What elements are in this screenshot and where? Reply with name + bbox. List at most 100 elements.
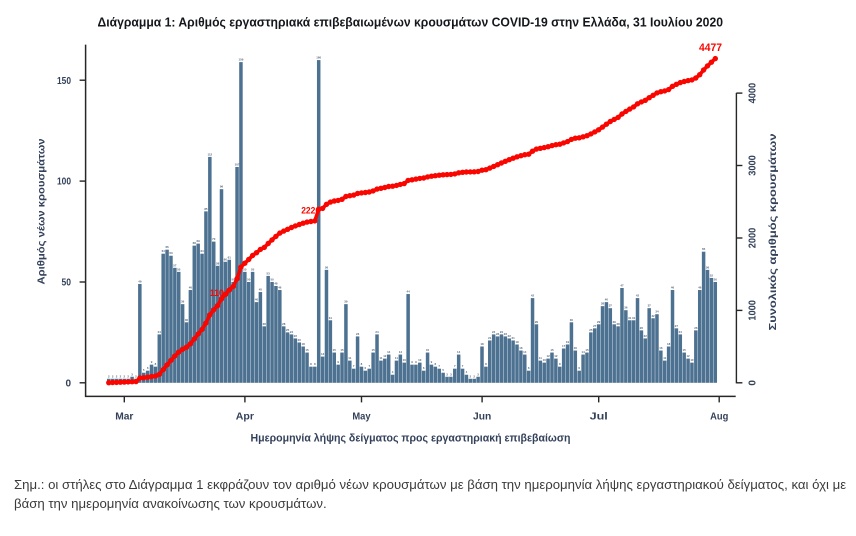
svg-text:8: 8 — [310, 362, 312, 366]
svg-text:47: 47 — [620, 284, 624, 288]
svg-text:2: 2 — [470, 374, 472, 378]
svg-text:50: 50 — [232, 277, 236, 281]
svg-text:58: 58 — [216, 261, 220, 265]
svg-text:8: 8 — [314, 362, 316, 366]
svg-text:2: 2 — [108, 374, 110, 378]
svg-text:4: 4 — [466, 370, 468, 374]
svg-text:44: 44 — [407, 290, 411, 294]
svg-text:4000: 4000 — [748, 82, 759, 103]
svg-text:8: 8 — [155, 362, 157, 366]
svg-text:24: 24 — [290, 330, 294, 334]
svg-text:4477: 4477 — [699, 42, 722, 54]
svg-text:57: 57 — [173, 263, 177, 267]
svg-text:10: 10 — [418, 358, 422, 362]
svg-text:21: 21 — [488, 336, 492, 340]
svg-text:8: 8 — [361, 362, 363, 366]
svg-text:17: 17 — [562, 344, 566, 348]
svg-text:Mar: Mar — [115, 411, 133, 423]
svg-text:160: 160 — [316, 56, 321, 60]
svg-text:Σημ.: οι στήλες στο Διάγραμμα: Σημ.: οι στήλες στο Διάγραμμα 1 εκφράζου… — [14, 477, 846, 492]
svg-text:29: 29 — [613, 320, 617, 324]
svg-text:46: 46 — [278, 286, 282, 290]
svg-text:39: 39 — [181, 300, 185, 304]
svg-text:21: 21 — [511, 336, 515, 340]
svg-text:49: 49 — [138, 279, 142, 283]
svg-text:7: 7 — [454, 364, 456, 368]
svg-text:22: 22 — [294, 334, 298, 338]
svg-text:31: 31 — [628, 316, 632, 320]
svg-text:14: 14 — [581, 350, 585, 354]
svg-text:29: 29 — [535, 320, 539, 324]
svg-text:6: 6 — [365, 366, 367, 370]
svg-text:Συνολικός αριθμός κρουσμάτων: Συνολικός αριθμός κρουσμάτων — [767, 133, 779, 330]
svg-text:96: 96 — [220, 185, 224, 189]
svg-text:3: 3 — [477, 372, 479, 376]
svg-text:14: 14 — [457, 350, 461, 354]
svg-text:10: 10 — [543, 358, 547, 362]
svg-text:40: 40 — [605, 298, 609, 302]
svg-text:46: 46 — [671, 286, 675, 290]
svg-text:2226: 2226 — [301, 206, 320, 216]
svg-text:26: 26 — [694, 326, 698, 330]
svg-text:15: 15 — [426, 348, 430, 352]
svg-text:34: 34 — [655, 310, 659, 314]
svg-text:2: 2 — [473, 374, 475, 378]
svg-text:159: 159 — [239, 58, 244, 62]
svg-text:Διάγραμμα 1: Αριθμός εργαστηρι: Διάγραμμα 1: Αριθμός εργαστηριακά επιβεβ… — [98, 16, 724, 30]
svg-text:15: 15 — [550, 348, 554, 352]
svg-text:5: 5 — [143, 368, 145, 372]
svg-text:107: 107 — [235, 162, 240, 166]
svg-text:24: 24 — [158, 330, 162, 334]
svg-text:50: 50 — [62, 278, 72, 289]
svg-text:11: 11 — [379, 356, 382, 360]
svg-text:42: 42 — [531, 294, 535, 298]
svg-text:16: 16 — [519, 346, 523, 350]
svg-text:56: 56 — [706, 265, 710, 269]
svg-text:15: 15 — [333, 348, 337, 352]
svg-text:Aug: Aug — [710, 411, 728, 423]
svg-text:28: 28 — [263, 322, 267, 326]
svg-text:68: 68 — [193, 241, 197, 245]
svg-text:11: 11 — [348, 356, 351, 360]
svg-text:27: 27 — [675, 324, 679, 328]
svg-text:50: 50 — [247, 277, 251, 281]
svg-text:55: 55 — [251, 267, 255, 271]
svg-text:6: 6 — [147, 366, 149, 370]
svg-text:30: 30 — [570, 318, 574, 322]
svg-text:37: 37 — [648, 304, 652, 308]
svg-text:64: 64 — [162, 249, 166, 253]
svg-text:14: 14 — [399, 350, 403, 354]
svg-text:9: 9 — [151, 360, 153, 364]
svg-text:2: 2 — [116, 374, 118, 378]
svg-text:22: 22 — [644, 334, 648, 338]
svg-text:15: 15 — [372, 348, 376, 352]
svg-text:7: 7 — [353, 364, 355, 368]
svg-text:40: 40 — [255, 298, 259, 302]
svg-text:31: 31 — [329, 316, 333, 320]
svg-text:28: 28 — [282, 322, 286, 326]
svg-text:7: 7 — [462, 364, 464, 368]
svg-text:11: 11 — [539, 356, 542, 360]
svg-text:13: 13 — [321, 352, 325, 356]
svg-text:22: 22 — [508, 334, 512, 338]
svg-text:9: 9 — [431, 360, 433, 364]
svg-text:2: 2 — [135, 374, 137, 378]
svg-text:61: 61 — [228, 255, 232, 259]
svg-text:50: 50 — [270, 277, 274, 281]
svg-text:Αριθμός νέων κρουσμάτων: Αριθμός νέων κρουσμάτων — [36, 138, 48, 284]
svg-text:23: 23 — [504, 332, 508, 336]
svg-text:63: 63 — [169, 251, 173, 255]
svg-text:26: 26 — [640, 326, 644, 330]
svg-text:4: 4 — [392, 370, 394, 374]
svg-text:11: 11 — [663, 356, 666, 360]
svg-text:65: 65 — [702, 247, 706, 251]
svg-text:24: 24 — [500, 330, 504, 334]
svg-text:66: 66 — [165, 245, 169, 249]
svg-text:19: 19 — [566, 340, 570, 344]
svg-text:25: 25 — [286, 328, 290, 332]
svg-text:53: 53 — [267, 271, 271, 275]
svg-text:3: 3 — [446, 372, 448, 376]
svg-text:24: 24 — [492, 330, 496, 334]
svg-text:8: 8 — [559, 362, 561, 366]
svg-text:0: 0 — [65, 378, 71, 389]
